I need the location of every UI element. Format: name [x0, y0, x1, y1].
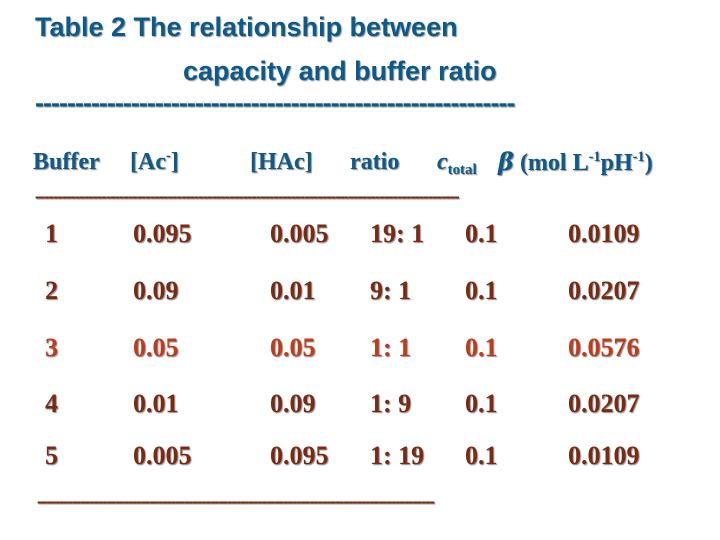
cell-hac: 0.005	[270, 219, 329, 248]
table-row: 1 0.095 0.005 19: 1 0.1 0.0109	[0, 221, 720, 261]
cell-beta: 0.0576	[568, 333, 640, 362]
table-row: 5 0.005 0.095 1: 19 0.1 0.0109	[0, 443, 720, 483]
header-beta-exp-2: -1	[632, 148, 645, 165]
header-beta-unit-a: (mol L	[513, 150, 589, 176]
cell-hac: 0.01	[270, 276, 316, 305]
header-beta-unit-c: )	[644, 150, 653, 176]
header-ctotal: ctotal	[437, 149, 477, 178]
header-beta-unit-b: pH	[600, 150, 633, 176]
header-buffer: Buffer	[33, 149, 100, 175]
cell-ratio: 1: 9	[370, 389, 412, 418]
cell-beta: 0.0207	[568, 276, 640, 305]
header-ctotal-symbol: c	[437, 149, 448, 175]
cell-ratio: 1: 19	[370, 441, 425, 470]
table-row: 3 0.05 0.05 1: 1 0.1 0.0576	[0, 335, 720, 375]
header-ac-text: [Ac	[130, 149, 166, 175]
header-ac-charge: -	[165, 147, 171, 164]
cell-ctotal: 0.1	[465, 333, 498, 362]
title-rule: ----------------------------------------…	[35, 90, 515, 117]
header-rule: ----------------------------------------…	[35, 188, 460, 205]
header-ac: [Ac-]	[130, 147, 179, 175]
cell-buffer: 1	[45, 219, 58, 248]
cell-buffer: 3	[45, 333, 58, 362]
table-header: Buffer [Ac-] [HAc] ratio ctotal β (mol L…	[0, 147, 720, 186]
cell-buffer: 2	[45, 276, 58, 305]
cell-hac: 0.09	[270, 389, 316, 418]
header-ctotal-subscript: total	[447, 162, 477, 179]
cell-hac: 0.05	[270, 333, 316, 362]
cell-buffer: 5	[45, 441, 58, 470]
cell-ctotal: 0.1	[465, 219, 498, 248]
cell-ctotal: 0.1	[465, 389, 498, 418]
header-ac-bracket: ]	[170, 149, 179, 175]
cell-ratio: 19: 1	[370, 219, 425, 248]
header-beta: β (mol L-1pH-1)	[498, 147, 653, 176]
cell-beta: 0.0207	[568, 389, 640, 418]
cell-ac: 0.005	[133, 441, 192, 470]
cell-ratio: 1: 1	[370, 333, 412, 362]
cell-ratio: 9: 1	[370, 276, 412, 305]
cell-buffer: 4	[45, 389, 58, 418]
cell-beta: 0.0109	[568, 441, 640, 470]
cell-ac: 0.01	[133, 389, 179, 418]
footer-rule: ----------------------------------------…	[37, 493, 435, 510]
cell-ac: 0.09	[133, 276, 179, 305]
cell-hac: 0.095	[270, 441, 329, 470]
cell-beta: 0.0109	[568, 219, 640, 248]
title-line-1: Table 2 The relationship between	[35, 12, 458, 42]
title-line-2: capacity and buffer ratio	[183, 56, 497, 86]
header-hac: [HAc]	[250, 149, 313, 175]
cell-ac: 0.095	[133, 219, 192, 248]
cell-ac: 0.05	[133, 333, 179, 362]
header-beta-exp-1: -1	[588, 148, 601, 165]
table-row: 4 0.01 0.09 1: 9 0.1 0.0207	[0, 391, 720, 431]
cell-ctotal: 0.1	[465, 276, 498, 305]
table-row: 2 0.09 0.01 9: 1 0.1 0.0207	[0, 278, 720, 318]
header-beta-symbol: β	[498, 147, 514, 176]
header-ratio: ratio	[350, 149, 400, 175]
cell-ctotal: 0.1	[465, 441, 498, 470]
